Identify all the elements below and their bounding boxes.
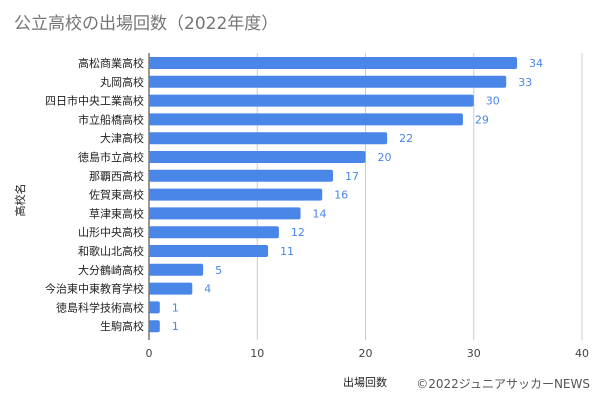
category-label: 市立船橋高校	[78, 112, 144, 126]
x-tick-label: 40	[575, 347, 589, 360]
category-label: 徳島科学技術高校	[56, 300, 144, 314]
x-tick-label: 20	[359, 347, 373, 360]
copyright-credit: ©2022ジュニアサッカーNEWS	[416, 377, 590, 391]
bar	[149, 169, 334, 182]
value-label: 33	[518, 76, 532, 89]
bar	[149, 245, 269, 257]
category-label: 徳島市立高校	[78, 150, 144, 164]
value-label: 1	[172, 320, 179, 333]
value-label: 30	[486, 95, 500, 108]
category-label: 和歌山北高校	[78, 244, 144, 258]
bar	[149, 188, 323, 201]
category-label: 大津高校	[100, 131, 144, 145]
bars	[149, 57, 518, 333]
value-label: 16	[334, 189, 348, 202]
x-tick-label: 0	[146, 347, 153, 360]
y-axis-title: 高校名	[13, 184, 27, 217]
bar	[149, 301, 160, 314]
category-label: 四日市中央工業高校	[45, 94, 144, 108]
bar	[149, 207, 301, 220]
bar	[149, 282, 193, 295]
category-label: 生駒高校	[100, 319, 144, 333]
category-label: 丸岡高校	[100, 75, 144, 89]
bar	[149, 57, 518, 69]
category-label: 高松商業高校	[78, 56, 144, 70]
bar	[149, 226, 279, 239]
value-label: 17	[345, 170, 359, 183]
category-label: 那覇西高校	[89, 169, 144, 183]
category-labels: 高松商業高校丸岡高校四日市中央工業高校市立船橋高校大津高校徳島市立高校那覇西高校…	[45, 56, 144, 333]
value-label: 12	[291, 226, 305, 239]
x-tick-label: 10	[250, 347, 264, 360]
value-label: 11	[280, 245, 294, 258]
category-label: 今治東中東教育学校	[45, 282, 144, 296]
value-label: 5	[215, 264, 222, 277]
value-label: 20	[378, 151, 392, 164]
bar	[149, 132, 388, 145]
category-label: 大分鶴崎高校	[78, 263, 144, 277]
bar	[149, 151, 366, 163]
x-tick-label: 30	[467, 347, 481, 360]
bar	[149, 94, 474, 107]
value-label: 1	[172, 301, 179, 314]
value-label: 29	[475, 113, 489, 126]
bar	[149, 113, 463, 126]
x-axis-title: 出場回数	[343, 375, 387, 389]
value-label: 4	[204, 283, 211, 296]
bar	[149, 320, 160, 333]
category-label: 山形中央高校	[78, 225, 144, 239]
value-label: 14	[313, 207, 327, 220]
bar	[149, 263, 204, 276]
x-tick-labels: 0 10 20 30 40	[146, 347, 590, 360]
bar	[149, 75, 507, 88]
chart-title: 公立高校の出場回数（2022年度）	[14, 14, 279, 34]
category-label: 佐賀東高校	[89, 188, 144, 202]
category-label: 草津東高校	[89, 206, 144, 220]
value-label: 34	[529, 57, 543, 70]
value-label: 22	[399, 132, 413, 145]
